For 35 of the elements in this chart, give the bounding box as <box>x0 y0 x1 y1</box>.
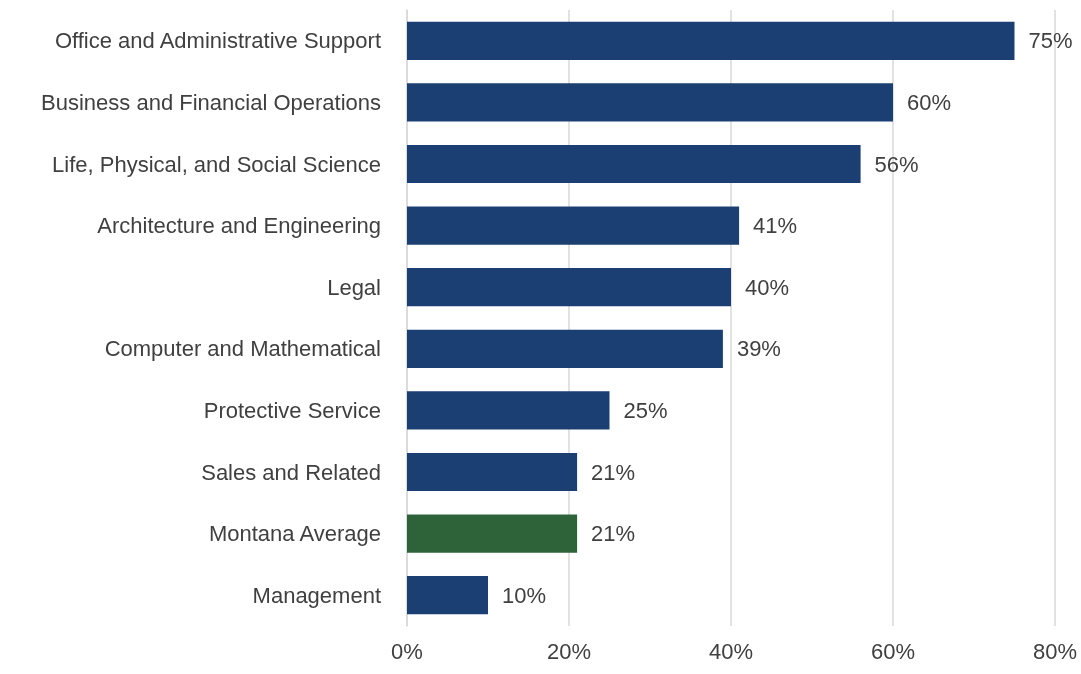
data-label: 56% <box>874 151 919 177</box>
bar <box>407 206 740 245</box>
y-tick-label: Sales and Related <box>201 459 381 485</box>
y-tick-label: Legal <box>327 274 381 300</box>
data-label: 21% <box>591 521 636 547</box>
bar <box>407 144 861 184</box>
y-tick-label: Computer and Mathematical <box>104 336 381 362</box>
x-tick-label: 20% <box>546 638 592 664</box>
data-label: 40% <box>745 274 790 300</box>
y-tick-label: Management <box>252 582 381 608</box>
bar <box>407 329 723 368</box>
y-tick-label: Architecture and Engineering <box>97 213 381 239</box>
bar <box>407 83 893 122</box>
data-label: 25% <box>623 397 668 423</box>
data-label: 21% <box>591 459 636 485</box>
data-label: 39% <box>736 336 781 362</box>
y-tick-label: Montana Average <box>208 521 381 547</box>
y-tick-label: Protective Service <box>203 397 381 423</box>
data-label: 10% <box>502 582 547 608</box>
bar <box>407 391 610 430</box>
x-tick-label: 40% <box>708 638 754 664</box>
x-tick-label: 60% <box>870 638 916 664</box>
bar <box>407 576 488 615</box>
bar <box>407 268 731 307</box>
bar <box>407 452 578 492</box>
data-label: 75% <box>1028 28 1073 54</box>
y-tick-label: Life, Physical, and Social Science <box>52 151 381 177</box>
data-label: 41% <box>753 213 798 239</box>
y-tick-label: Office and Administrative Support <box>54 28 381 54</box>
x-tick-label: 80% <box>1032 638 1078 664</box>
data-label: 60% <box>907 89 952 115</box>
bar <box>407 21 1015 60</box>
x-tick-label: 0% <box>391 638 423 664</box>
y-tick-label: Business and Financial Operations <box>41 89 381 115</box>
bar <box>407 514 578 553</box>
